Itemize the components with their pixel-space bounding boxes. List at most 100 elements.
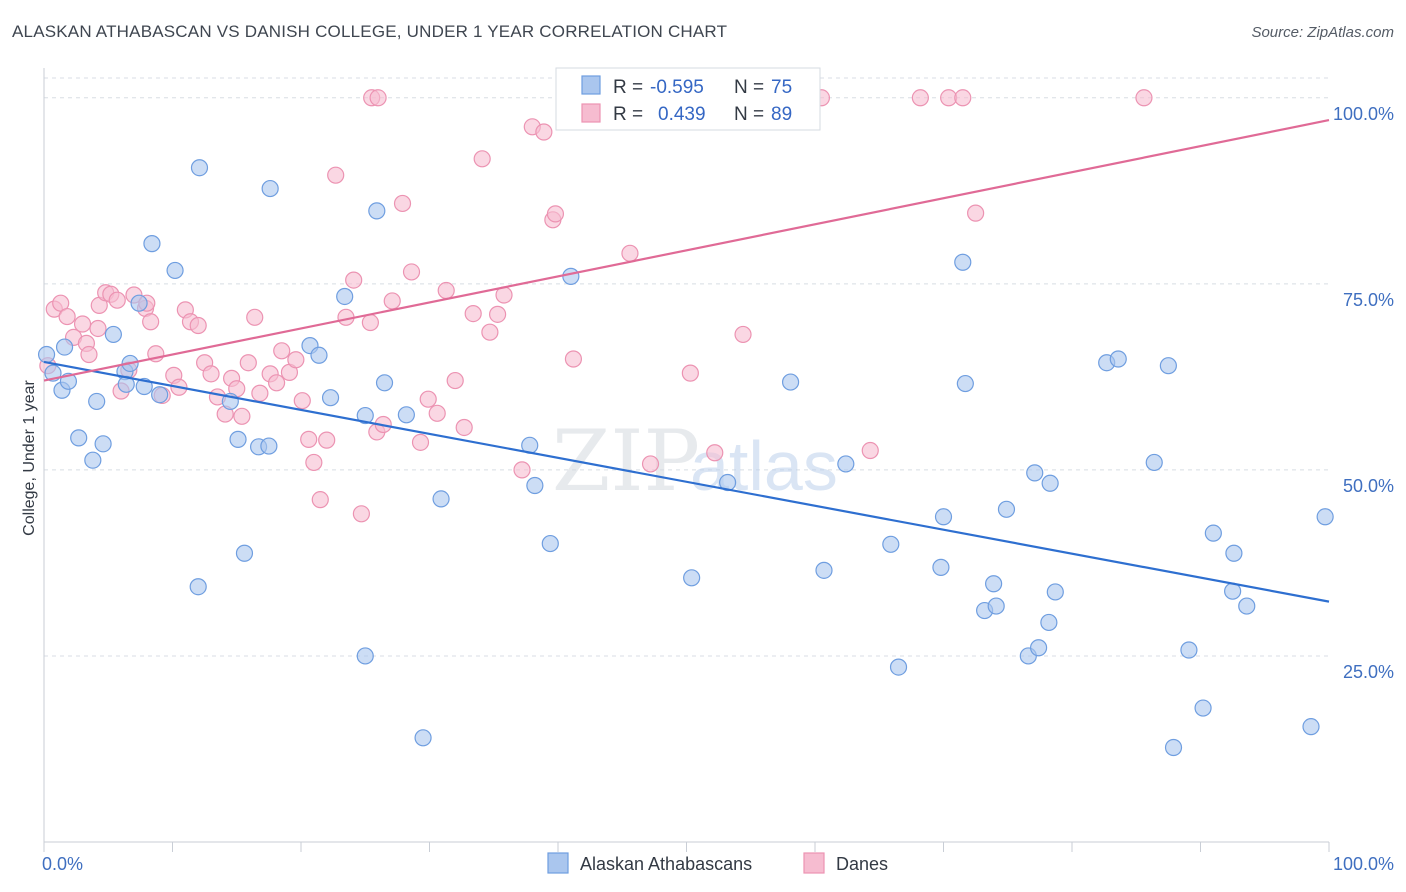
stats-legend: R = -0.595 N = 75 R = 0.439 N = 89 xyxy=(555,67,821,131)
danes-point-37 xyxy=(287,351,305,369)
athabascan-point-31 xyxy=(368,202,386,220)
athabascan-point-44 xyxy=(815,561,833,579)
athabascan-point-54 xyxy=(987,597,1005,615)
athabascan-point-3 xyxy=(55,338,74,356)
danes-point-50 xyxy=(383,292,401,310)
danes-point-77 xyxy=(861,441,879,460)
athabascan-point-17 xyxy=(166,261,184,280)
danes-point-78 xyxy=(911,89,929,107)
danes-point-53 xyxy=(411,433,430,451)
athabascan-point-45 xyxy=(837,455,855,473)
danes-point-31 xyxy=(246,308,264,326)
stats-r-value-pink: 0.439 xyxy=(658,104,706,125)
athabascan-point-47 xyxy=(889,658,908,676)
danes-point-38 xyxy=(293,392,311,410)
danes-point-34 xyxy=(267,374,286,392)
danes-point-81 xyxy=(967,204,985,222)
y-tick-label-2: 75.0% xyxy=(1343,290,1394,310)
athabascan-point-30 xyxy=(356,406,374,425)
danes-point-35 xyxy=(273,342,291,360)
athabascan-point-27 xyxy=(310,346,328,364)
danes-point-69 xyxy=(564,350,583,368)
danes-point-32 xyxy=(251,384,269,402)
series-danes-points xyxy=(39,89,1153,523)
athabascan-point-32 xyxy=(375,374,394,392)
athabascan-point-50 xyxy=(954,253,972,271)
danes-point-24 xyxy=(202,365,220,383)
danes-trend-line xyxy=(43,119,1330,382)
athabascan-point-43 xyxy=(781,373,800,391)
athabascan-point-0 xyxy=(37,345,56,364)
athabascan-point-6 xyxy=(84,451,102,469)
watermark-atlas: atlas xyxy=(690,427,838,505)
danes-point-59 xyxy=(464,304,482,323)
danes-point-73 xyxy=(681,364,699,382)
athabascan-trend-line xyxy=(43,360,1330,603)
athabascan-point-5 xyxy=(70,429,88,447)
athabascan-point-64 xyxy=(1145,453,1163,472)
athabascan-point-35 xyxy=(414,729,432,747)
athabascan-point-28 xyxy=(321,389,340,407)
athabascan-point-46 xyxy=(882,535,900,553)
legend-swatch-danes xyxy=(803,852,825,874)
athabascan-point-39 xyxy=(541,534,559,553)
athabascan-point-74 xyxy=(1159,357,1177,375)
danes-point-84 xyxy=(369,89,387,107)
athabascan-point-63 xyxy=(1109,350,1127,368)
athabascan-point-8 xyxy=(94,435,112,453)
stats-n-value-blue: 75 xyxy=(771,77,792,98)
danes-point-40 xyxy=(305,453,323,472)
athabascan-point-68 xyxy=(1204,524,1222,542)
danes-point-45 xyxy=(345,271,363,289)
athabascan-point-51 xyxy=(956,374,974,393)
athabascan-point-70 xyxy=(1225,544,1243,562)
danes-point-41 xyxy=(311,491,329,509)
athabascan-point-21 xyxy=(229,430,247,448)
danes-point-22 xyxy=(189,316,207,335)
axes xyxy=(43,68,1330,852)
athabascan-point-11 xyxy=(130,294,148,312)
x-tick-label-max: 100.0% xyxy=(1333,854,1394,874)
athabascan-point-15 xyxy=(143,235,161,253)
legend-swatch-athabascans xyxy=(547,852,569,874)
danes-point-87 xyxy=(73,315,92,333)
x-tick-label-min: 0.0% xyxy=(42,854,83,874)
danes-point-72 xyxy=(641,455,660,473)
danes-point-6 xyxy=(80,345,98,364)
athabascan-point-72 xyxy=(1302,718,1320,736)
athabascan-point-53 xyxy=(985,575,1003,593)
danes-point-66 xyxy=(535,123,553,141)
athabascan-point-38 xyxy=(526,476,544,495)
chart-title: ALASKAN ATHABASCAN VS DANISH COLLEGE, UN… xyxy=(12,22,728,41)
athabascan-point-66 xyxy=(1180,641,1198,659)
danes-point-64 xyxy=(513,461,531,479)
danes-point-57 xyxy=(446,371,464,390)
danes-point-3 xyxy=(58,307,76,326)
athabascan-point-18 xyxy=(190,159,209,177)
stats-r-value-blue: -0.595 xyxy=(650,77,704,98)
athabascan-point-16 xyxy=(151,386,169,404)
trend-lines xyxy=(43,119,1330,603)
danes-point-51 xyxy=(393,194,412,213)
danes-point-54 xyxy=(419,390,437,408)
athabascan-point-22 xyxy=(235,544,254,562)
stats-n-value-pink: 89 xyxy=(771,104,792,125)
athabascan-point-67 xyxy=(1194,699,1212,717)
athabascan-point-65 xyxy=(1164,738,1183,757)
legend-label-athabascans: Alaskan Athabascans xyxy=(580,854,752,874)
athabascan-point-57 xyxy=(1026,464,1044,482)
danes-point-30 xyxy=(239,354,257,372)
athabascan-point-55 xyxy=(997,500,1016,518)
danes-point-60 xyxy=(473,150,491,168)
athabascan-point-41 xyxy=(683,569,701,587)
y-tick-label-1: 50.0% xyxy=(1343,476,1394,496)
danes-point-52 xyxy=(402,263,421,281)
athabascan-point-33 xyxy=(397,406,415,424)
danes-point-11 xyxy=(108,291,126,309)
zipatlas-watermark: ZIP atlas xyxy=(552,412,838,510)
athabascan-point-71 xyxy=(1238,597,1256,615)
danes-point-71 xyxy=(621,244,639,262)
athabascan-point-60 xyxy=(1046,583,1064,601)
danes-point-82 xyxy=(1135,89,1153,107)
